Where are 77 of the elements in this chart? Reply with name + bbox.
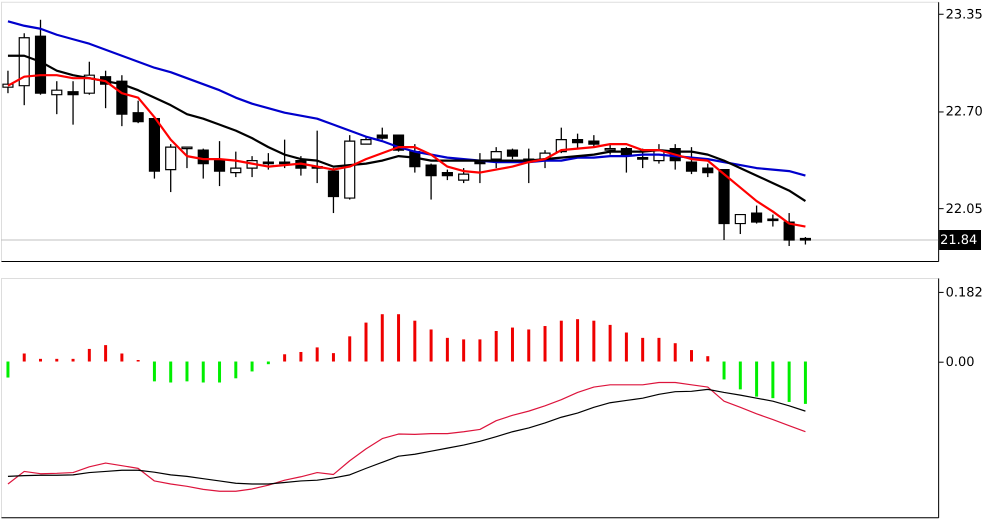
y-tick-label: 22.70 <box>946 104 983 120</box>
bar <box>283 354 286 362</box>
candlestick <box>458 167 470 184</box>
bar <box>446 338 449 362</box>
candlestick <box>262 152 274 170</box>
bar <box>120 354 124 362</box>
bar <box>674 343 677 362</box>
bar <box>544 326 547 362</box>
candlestick <box>604 143 616 156</box>
bar <box>576 319 580 362</box>
bar <box>592 320 596 362</box>
candlestick <box>279 138 290 169</box>
bar <box>430 329 433 362</box>
line-series <box>6 20 807 177</box>
bar <box>706 356 710 362</box>
bar <box>218 362 222 383</box>
candlestick <box>67 80 79 126</box>
bar <box>494 330 498 362</box>
candlestick <box>442 168 453 181</box>
bar <box>413 320 416 362</box>
bar <box>6 362 10 378</box>
candlestick <box>181 146 193 169</box>
bar <box>738 362 742 390</box>
y-tick-label: 0.182 <box>946 286 983 301</box>
bar <box>478 339 482 362</box>
bar <box>39 358 42 362</box>
bar <box>690 350 693 362</box>
bar <box>804 362 807 404</box>
bar <box>348 336 352 362</box>
bar <box>510 328 514 362</box>
bar <box>55 358 58 362</box>
ref-line-label: 21.84 <box>940 233 978 248</box>
candlestick <box>132 100 144 124</box>
bar <box>152 362 156 382</box>
candlestick <box>51 80 62 115</box>
bar <box>22 354 26 362</box>
bar <box>332 353 335 362</box>
bar <box>234 362 238 378</box>
bar <box>722 362 726 380</box>
bar <box>397 314 400 362</box>
bar <box>788 362 791 402</box>
candlestick <box>702 162 714 178</box>
candlestick <box>230 150 242 178</box>
bar <box>169 362 172 383</box>
candlestick <box>165 143 176 193</box>
bar <box>624 332 628 362</box>
bar <box>641 338 644 362</box>
bar <box>72 358 75 362</box>
candlestick <box>734 214 746 235</box>
bar <box>560 320 563 362</box>
bar <box>364 322 368 362</box>
bar <box>299 352 302 362</box>
bar <box>608 324 612 362</box>
y-tick-label: 23.35 <box>946 7 983 22</box>
candlestick <box>637 148 648 169</box>
candlestick <box>426 162 437 200</box>
candlestick <box>490 146 502 169</box>
candlestick <box>572 132 584 150</box>
candlestick <box>506 148 518 160</box>
bar <box>316 347 319 362</box>
bar <box>104 345 108 362</box>
bar <box>88 348 91 362</box>
candlestick <box>686 146 698 175</box>
bar <box>657 338 660 362</box>
bar <box>380 314 384 362</box>
bar <box>771 362 774 398</box>
candlestick <box>376 127 388 140</box>
bar <box>462 339 466 362</box>
candlestick <box>751 204 762 224</box>
bar <box>755 362 758 397</box>
y-tick-label: 0.00 <box>946 355 974 370</box>
bar <box>185 362 188 382</box>
bar <box>250 362 254 372</box>
candlestick <box>588 134 600 148</box>
y-tick-label: 22.05 <box>946 202 983 218</box>
candlestick <box>767 214 778 228</box>
bar <box>266 362 270 364</box>
